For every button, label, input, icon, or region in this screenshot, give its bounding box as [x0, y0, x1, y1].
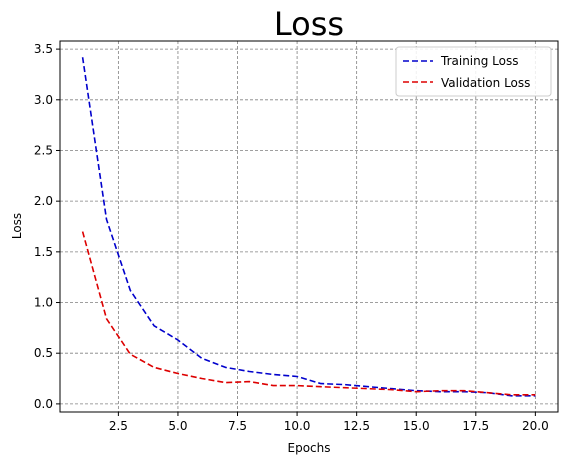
x-tick-label: 7.5	[228, 419, 247, 433]
plot-frame	[59, 40, 559, 413]
y-tick-label: 2.5	[34, 143, 53, 157]
series-line-training-loss	[81, 57, 536, 397]
legend: Training Loss Validation Loss	[395, 46, 552, 97]
y-axis: 0.0 0.5 1.0 1.5 2.0 2.5 3.0 3.5	[34, 42, 60, 411]
y-axis-label: Loss	[10, 213, 24, 239]
legend-label-validation-loss: Validation Loss	[441, 76, 530, 90]
x-tick-label: 5.0	[168, 419, 187, 433]
x-axis: 2.5 5.0 7.5 10.0 12.5 15.0 17.5 20.0	[109, 412, 549, 433]
x-tick-label: 20.0	[522, 419, 549, 433]
x-tick-label: 17.5	[462, 419, 489, 433]
y-tick-label: 0.0	[34, 397, 53, 411]
series-layer	[81, 57, 536, 397]
y-tick-label: 3.5	[34, 42, 53, 56]
y-tick-label: 1.0	[34, 296, 53, 310]
x-tick-label: 12.5	[343, 419, 370, 433]
chart-title: Loss	[274, 5, 344, 43]
grid	[60, 41, 558, 412]
y-tick-label: 2.0	[34, 194, 53, 208]
x-tick-label: 10.0	[284, 419, 311, 433]
series-line-validation-loss	[81, 231, 536, 396]
x-tick-label: 15.0	[403, 419, 430, 433]
x-tick-label: 2.5	[109, 419, 128, 433]
legend-label-training-loss: Training Loss	[440, 54, 518, 68]
legend-box	[395, 46, 552, 97]
x-axis-label: Epochs	[288, 441, 331, 455]
y-tick-label: 1.5	[34, 245, 53, 259]
y-tick-label: 3.0	[34, 93, 53, 107]
y-tick-label: 0.5	[34, 346, 53, 360]
